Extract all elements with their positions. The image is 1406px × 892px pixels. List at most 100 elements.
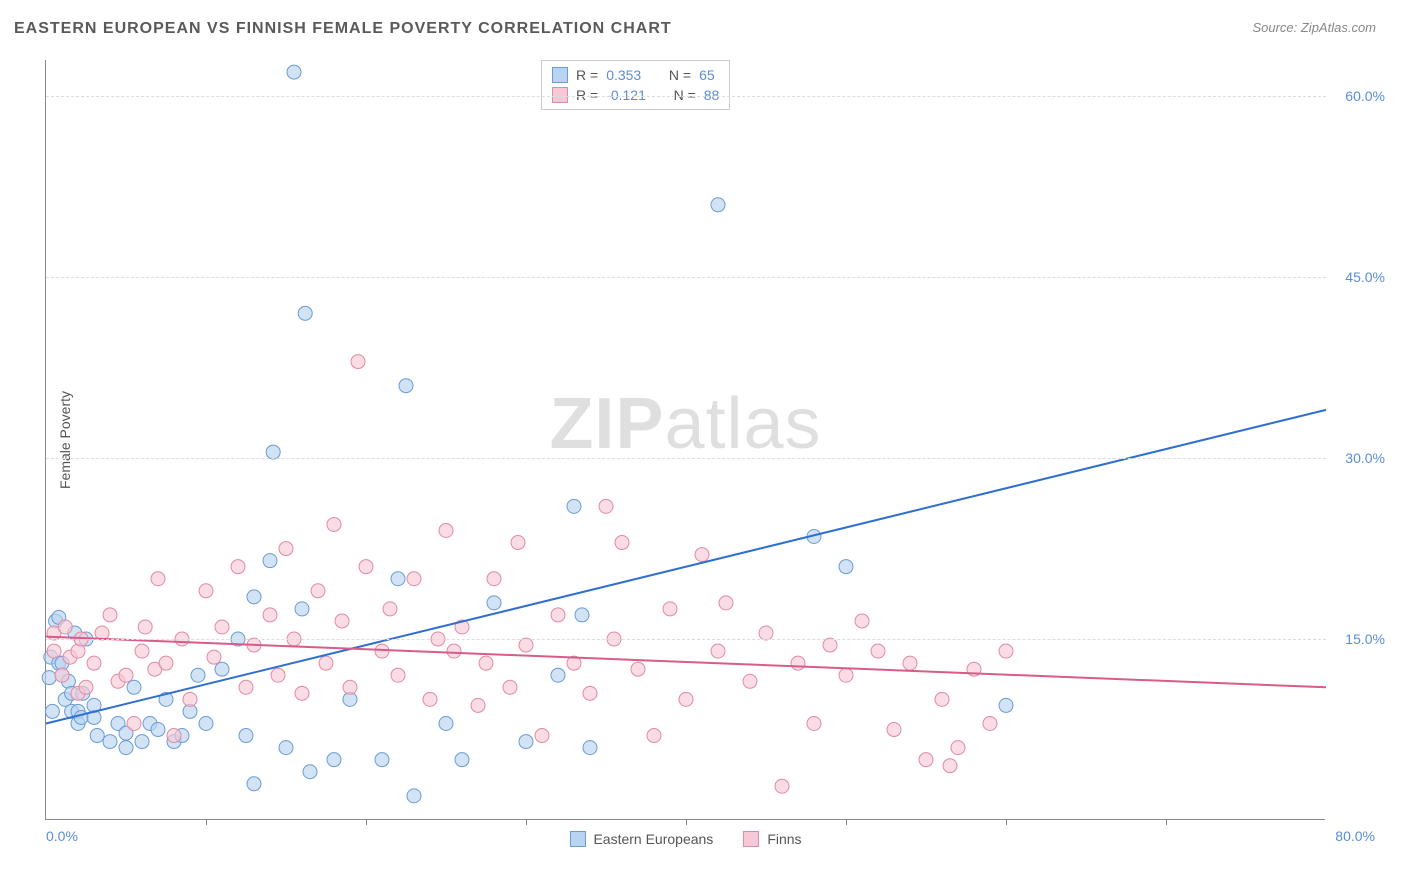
data-point bbox=[271, 668, 285, 682]
data-point bbox=[159, 656, 173, 670]
data-point bbox=[239, 680, 253, 694]
y-tick-label: 45.0% bbox=[1345, 269, 1385, 285]
r-value: -0.121 bbox=[606, 87, 646, 103]
data-point bbox=[295, 686, 309, 700]
data-point bbox=[983, 716, 997, 730]
legend-series-name: Eastern Europeans bbox=[593, 831, 713, 847]
x-tick bbox=[1166, 819, 1167, 825]
correlation-legend: R = 0.353 N = 65R = -0.121 N = 88 bbox=[541, 60, 730, 110]
x-tick bbox=[1006, 819, 1007, 825]
data-point bbox=[631, 662, 645, 676]
data-point bbox=[191, 668, 205, 682]
data-point bbox=[583, 741, 597, 755]
data-point bbox=[551, 608, 565, 622]
data-point bbox=[807, 716, 821, 730]
data-point bbox=[583, 686, 597, 700]
legend-swatch bbox=[743, 831, 759, 847]
data-point bbox=[351, 355, 365, 369]
data-point bbox=[58, 620, 72, 634]
data-point bbox=[823, 638, 837, 652]
data-point bbox=[319, 656, 333, 670]
data-point bbox=[719, 596, 733, 610]
data-point bbox=[335, 614, 349, 628]
data-point bbox=[263, 608, 277, 622]
data-point bbox=[135, 644, 149, 658]
data-point bbox=[199, 584, 213, 598]
data-point bbox=[239, 729, 253, 743]
data-point bbox=[47, 644, 61, 658]
chart-container: ZIPatlas R = 0.353 N = 65R = -0.121 N = … bbox=[45, 60, 1375, 840]
data-point bbox=[303, 765, 317, 779]
data-point bbox=[567, 499, 581, 513]
data-point bbox=[423, 692, 437, 706]
source-label: Source: ZipAtlas.com bbox=[1252, 20, 1376, 35]
data-point bbox=[663, 602, 677, 616]
data-point bbox=[615, 536, 629, 550]
n-value: 88 bbox=[704, 87, 720, 103]
x-tick bbox=[526, 819, 527, 825]
data-point bbox=[943, 759, 957, 773]
data-point bbox=[42, 671, 56, 685]
r-label: R = bbox=[576, 67, 598, 83]
data-point bbox=[167, 729, 181, 743]
data-point bbox=[295, 602, 309, 616]
n-label: N = bbox=[669, 67, 691, 83]
data-point bbox=[215, 662, 229, 676]
n-value: 65 bbox=[699, 67, 715, 83]
data-point bbox=[511, 536, 525, 550]
data-point bbox=[487, 596, 501, 610]
x-tick bbox=[686, 819, 687, 825]
legend-stat-row: R = -0.121 N = 88 bbox=[552, 85, 719, 105]
data-point bbox=[391, 572, 405, 586]
data-point bbox=[711, 644, 725, 658]
legend-series-name: Finns bbox=[767, 831, 801, 847]
data-point bbox=[679, 692, 693, 706]
gridline bbox=[46, 639, 1326, 640]
data-point bbox=[439, 716, 453, 730]
data-point bbox=[359, 560, 373, 574]
data-point bbox=[375, 753, 389, 767]
data-point bbox=[247, 777, 261, 791]
data-point bbox=[74, 710, 88, 724]
data-point bbox=[231, 560, 245, 574]
data-point bbox=[127, 680, 141, 694]
y-axis-label: Female Poverty bbox=[57, 390, 73, 488]
data-point bbox=[343, 680, 357, 694]
y-tick-label: 60.0% bbox=[1345, 88, 1385, 104]
data-point bbox=[399, 379, 413, 393]
n-label: N = bbox=[674, 87, 696, 103]
x-tick bbox=[206, 819, 207, 825]
data-point bbox=[447, 644, 461, 658]
data-point bbox=[407, 789, 421, 803]
x-axis-max-label: 80.0% bbox=[1335, 828, 1375, 844]
gridline bbox=[46, 458, 1326, 459]
data-point bbox=[215, 620, 229, 634]
data-point bbox=[791, 656, 805, 670]
data-point bbox=[383, 602, 397, 616]
data-point bbox=[119, 741, 133, 755]
legend-swatch bbox=[552, 67, 568, 83]
data-point bbox=[775, 779, 789, 793]
data-point bbox=[119, 668, 133, 682]
plot-svg bbox=[46, 60, 1326, 820]
data-point bbox=[935, 692, 949, 706]
trend-line bbox=[46, 637, 1326, 688]
data-point bbox=[439, 523, 453, 537]
data-point bbox=[45, 704, 59, 718]
data-point bbox=[839, 560, 853, 574]
data-point bbox=[87, 656, 101, 670]
data-point bbox=[903, 656, 917, 670]
data-point bbox=[266, 445, 280, 459]
data-point bbox=[599, 499, 613, 513]
data-point bbox=[871, 644, 885, 658]
chart-title: EASTERN EUROPEAN VS FINNISH FEMALE POVER… bbox=[14, 20, 672, 38]
data-point bbox=[711, 198, 725, 212]
data-point bbox=[183, 692, 197, 706]
data-point bbox=[103, 608, 117, 622]
legend-swatch bbox=[569, 831, 585, 847]
data-point bbox=[127, 716, 141, 730]
data-point bbox=[999, 644, 1013, 658]
data-point bbox=[327, 753, 341, 767]
gridline bbox=[46, 96, 1326, 97]
r-label: R = bbox=[576, 87, 598, 103]
